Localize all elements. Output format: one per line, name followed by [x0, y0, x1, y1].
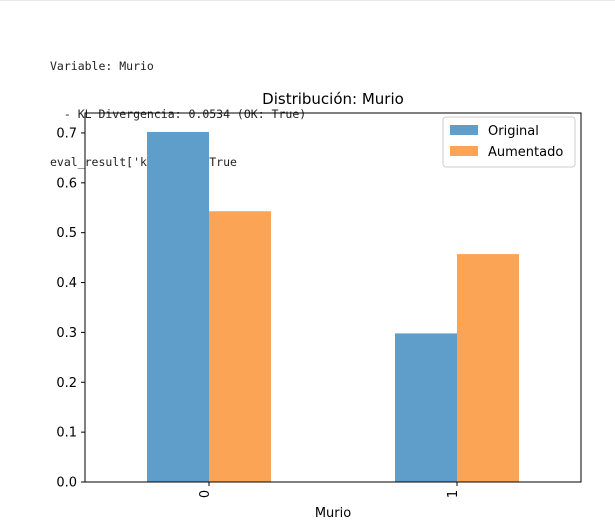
y-tick-label: 0.2 — [56, 376, 77, 391]
y-tick-label: 0.6 — [56, 176, 77, 191]
plot-frame — [84, 112, 582, 483]
y-tick-label: 0.7 — [56, 126, 77, 141]
output-line-variable: Variable: Murio — [50, 59, 154, 73]
x-tick-label: 0 — [198, 490, 213, 498]
legend-label-original: Original — [488, 124, 539, 139]
bar-aumentado-1 — [457, 254, 519, 482]
legend-label-aumentado: Aumentado — [488, 145, 563, 160]
bar-aumentado-0 — [209, 211, 271, 483]
y-tick-label: 0.4 — [56, 276, 77, 291]
y-tick-label: 0.3 — [56, 326, 77, 341]
x-axis-label: Murio — [315, 506, 351, 521]
bar-original-0 — [147, 131, 209, 482]
y-tick-label: 0.1 — [56, 426, 77, 441]
y-tick-label: 0.5 — [56, 226, 77, 241]
legend: Original Aumentado — [442, 116, 576, 168]
y-tick-label: 0.0 — [56, 476, 77, 491]
legend-swatch-original — [450, 125, 478, 135]
bar-original-1 — [395, 333, 457, 482]
x-tick-label: 1 — [446, 490, 461, 498]
bars-layer — [147, 131, 519, 483]
output-line-kl-divergence: - KL Divergencia: 0.0534 (OK: True) — [50, 107, 307, 121]
legend-swatch-aumentado — [450, 146, 478, 156]
y-axis: 0.0 0.1 0.2 0.3 0.4 0.5 0.6 0.7 — [56, 126, 85, 491]
chart-title: Distribución: Murio — [262, 90, 404, 108]
cell-top-border — [0, 0, 615, 1]
